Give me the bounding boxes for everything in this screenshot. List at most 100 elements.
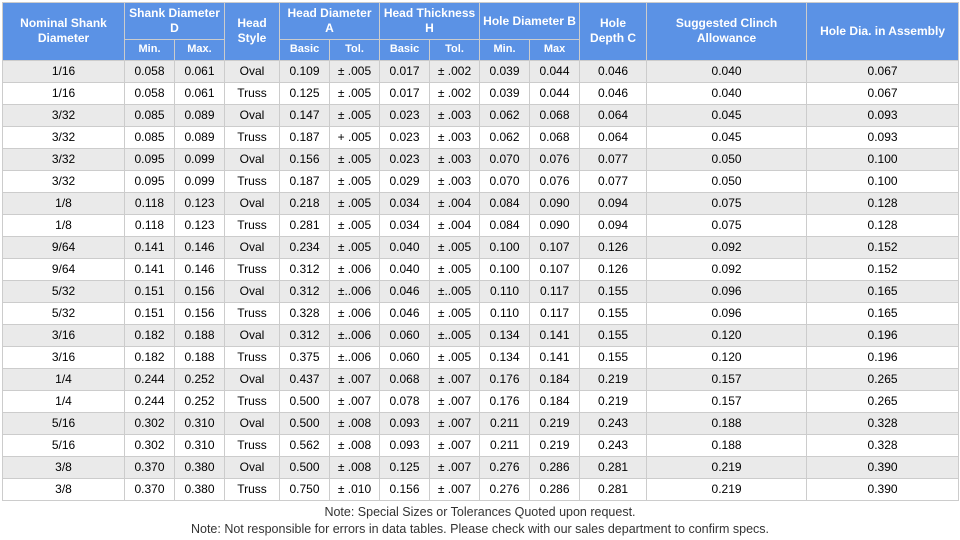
col-header: Suggested Clinch Allowance xyxy=(647,3,807,61)
table-cell: ± .007 xyxy=(430,390,480,412)
table-cell: 0.188 xyxy=(647,412,807,434)
table-cell: 0.281 xyxy=(580,456,647,478)
table-cell: 0.187 xyxy=(280,126,330,148)
table-row: 5/320.1510.156Oval0.312±..0060.046±..005… xyxy=(3,280,959,302)
table-cell: 0.061 xyxy=(175,82,225,104)
table-body: 1/160.0580.061Oval0.109± .0050.017± .002… xyxy=(3,60,959,500)
table-cell: 0.182 xyxy=(125,346,175,368)
table-cell: 9/64 xyxy=(3,236,125,258)
table-row: 1/40.2440.252Truss0.500± .0070.078± .007… xyxy=(3,390,959,412)
table-cell: 0.155 xyxy=(580,324,647,346)
table-cell: 1/16 xyxy=(3,82,125,104)
table-cell: 0.165 xyxy=(807,302,959,324)
table-cell: 0.058 xyxy=(125,60,175,82)
table-cell: 0.141 xyxy=(125,236,175,258)
table-cell: 0.152 xyxy=(807,258,959,280)
table-cell: 0.219 xyxy=(580,368,647,390)
table-cell: 0.187 xyxy=(280,170,330,192)
table-cell: 0.096 xyxy=(647,302,807,324)
table-cell: 0.084 xyxy=(480,192,530,214)
note-line-2: Note: Not responsible for errors in data… xyxy=(191,522,769,536)
table-cell: 0.156 xyxy=(175,280,225,302)
table-cell: ± .008 xyxy=(330,434,380,456)
table-cell: 0.067 xyxy=(807,82,959,104)
table-cell: 0.017 xyxy=(380,60,430,82)
table-cell: 3/32 xyxy=(3,170,125,192)
table-cell: 0.099 xyxy=(175,148,225,170)
table-row: 1/80.1180.123Oval0.218± .0050.034± .0040… xyxy=(3,192,959,214)
table-cell: 0.155 xyxy=(580,346,647,368)
table-cell: Truss xyxy=(225,82,280,104)
table-cell: 0.126 xyxy=(580,236,647,258)
table-cell: 0.176 xyxy=(480,390,530,412)
table-cell: ± .005 xyxy=(330,214,380,236)
table-cell: Oval xyxy=(225,236,280,258)
table-cell: 0.092 xyxy=(647,236,807,258)
col-subheader: Max xyxy=(530,40,580,61)
col-subheader: Tol. xyxy=(430,40,480,61)
table-cell: 0.070 xyxy=(480,170,530,192)
table-cell: 0.211 xyxy=(480,434,530,456)
table-cell: 0.110 xyxy=(480,280,530,302)
table-cell: ± .007 xyxy=(430,368,480,390)
table-cell: ± .005 xyxy=(430,236,480,258)
table-cell: 0.128 xyxy=(807,192,959,214)
table-cell: 0.219 xyxy=(647,456,807,478)
table-cell: ± .006 xyxy=(330,258,380,280)
table-cell: 0.095 xyxy=(125,148,175,170)
table-cell: ±..005 xyxy=(430,324,480,346)
table-cell: 0.188 xyxy=(175,324,225,346)
table-cell: 0.077 xyxy=(580,170,647,192)
table-cell: 0.156 xyxy=(175,302,225,324)
table-row: 3/160.1820.188Truss0.375±..0060.060± .00… xyxy=(3,346,959,368)
table-cell: 0.562 xyxy=(280,434,330,456)
table-cell: ±..006 xyxy=(330,280,380,302)
table-cell: 0.128 xyxy=(807,214,959,236)
table-cell: 0.089 xyxy=(175,104,225,126)
table-cell: 0.085 xyxy=(125,104,175,126)
table-cell: 0.023 xyxy=(380,104,430,126)
table-cell: 0.094 xyxy=(580,192,647,214)
table-cell: Oval xyxy=(225,412,280,434)
table-cell: 5/32 xyxy=(3,280,125,302)
table-cell: 3/32 xyxy=(3,148,125,170)
col-subheader: Tol. xyxy=(330,40,380,61)
table-cell: 0.064 xyxy=(580,126,647,148)
table-cell: 0.390 xyxy=(807,478,959,500)
table-cell: 0.165 xyxy=(807,280,959,302)
table-cell: 0.281 xyxy=(580,478,647,500)
table-cell: 0.040 xyxy=(647,82,807,104)
table-cell: 0.117 xyxy=(530,280,580,302)
note-line-1: Note: Special Sizes or Tolerances Quoted… xyxy=(324,505,635,519)
table-cell: 0.100 xyxy=(480,236,530,258)
table-cell: 0.219 xyxy=(530,412,580,434)
table-cell: Truss xyxy=(225,258,280,280)
table-cell: 0.046 xyxy=(580,60,647,82)
table-cell: 0.118 xyxy=(125,214,175,236)
table-cell: 0.265 xyxy=(807,390,959,412)
table-row: 1/40.2440.252Oval0.437± .0070.068± .0070… xyxy=(3,368,959,390)
table-row: 5/160.3020.310Truss0.562± .0080.093± .00… xyxy=(3,434,959,456)
table-cell: 0.093 xyxy=(807,104,959,126)
table-cell: 0.328 xyxy=(807,412,959,434)
table-cell: 0.141 xyxy=(530,324,580,346)
table-cell: 0.252 xyxy=(175,368,225,390)
table-cell: 0.089 xyxy=(175,126,225,148)
table-cell: 0.093 xyxy=(380,434,430,456)
table-cell: 0.500 xyxy=(280,390,330,412)
table-cell: 0.123 xyxy=(175,192,225,214)
table-cell: Truss xyxy=(225,214,280,236)
table-cell: Oval xyxy=(225,192,280,214)
table-cell: 0.500 xyxy=(280,456,330,478)
table-cell: 0.188 xyxy=(647,434,807,456)
table-cell: 0.076 xyxy=(530,170,580,192)
table-cell: ± .002 xyxy=(430,82,480,104)
table-cell: 0.061 xyxy=(175,60,225,82)
table-cell: 0.100 xyxy=(807,170,959,192)
table-cell: 9/64 xyxy=(3,258,125,280)
table-row: 3/80.3700.380Oval0.500± .0080.125± .0070… xyxy=(3,456,959,478)
table-cell: 0.141 xyxy=(125,258,175,280)
table-cell: 0.058 xyxy=(125,82,175,104)
table-cell: ± .004 xyxy=(430,214,480,236)
table-cell: 0.040 xyxy=(380,258,430,280)
